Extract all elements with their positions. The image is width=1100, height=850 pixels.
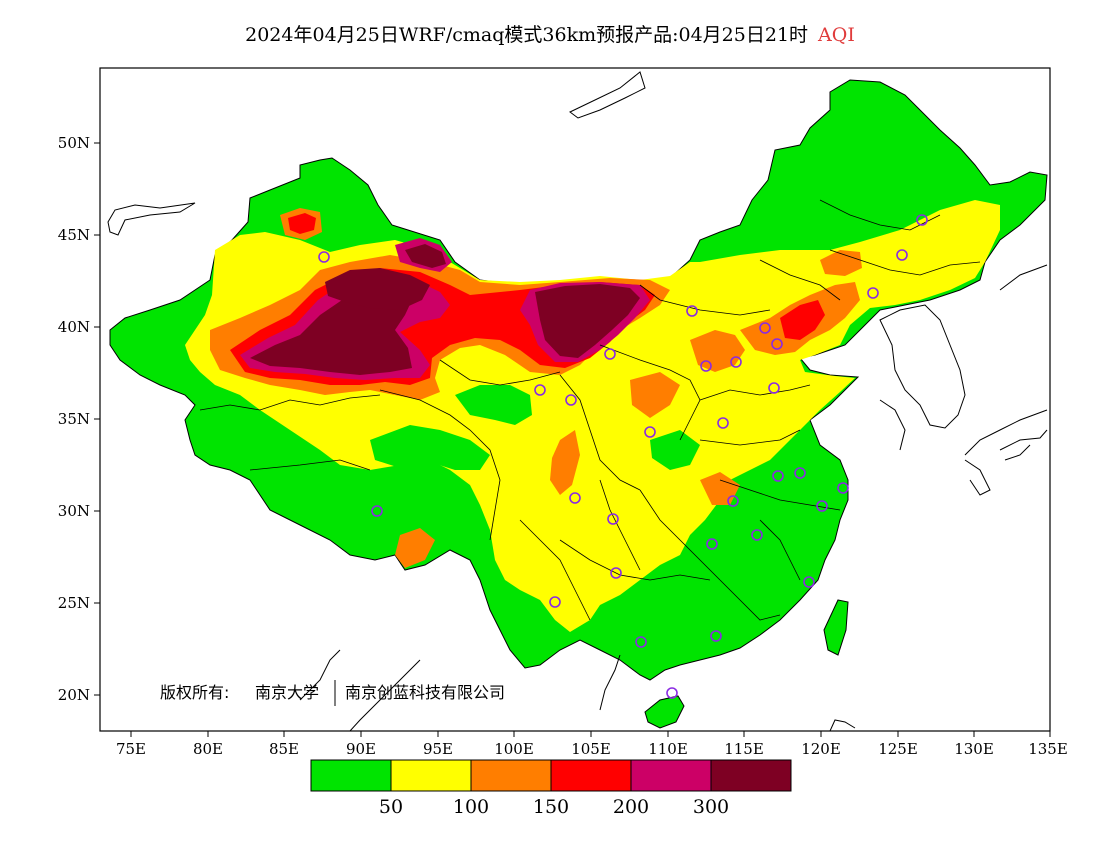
station-marker — [867, 287, 879, 299]
x-tick-label: 100E — [494, 740, 534, 758]
station-marker — [730, 356, 742, 368]
y-tick-label: 45N — [58, 226, 90, 244]
station-marker — [534, 384, 546, 396]
station-marker — [837, 482, 849, 494]
region-usg-sichuan — [550, 430, 580, 495]
station-marker — [727, 495, 739, 507]
region-usg-ne — [820, 250, 862, 276]
y-tick-label: 40N — [58, 318, 90, 336]
legend-break-label: 300 — [693, 796, 729, 818]
legend-break-label: 200 — [613, 796, 649, 818]
copyright-org1: 南京大学 — [255, 683, 319, 702]
legend-swatch — [711, 760, 791, 791]
station-marker — [794, 467, 806, 479]
legend-break-label: 150 — [533, 796, 569, 818]
y-tick-label: 25N — [58, 594, 90, 612]
map-layers: 版权所有: 南京大学 南京创蓝科技有限公司 — [107, 71, 1048, 731]
title-text: 2024年04月25日WRF/cmaq模式36km预报产品:04月25日21时 — [245, 24, 809, 46]
x-tick-label: 105E — [571, 740, 611, 758]
legend-swatch — [551, 760, 631, 791]
legend-swatch — [631, 760, 711, 791]
green-pocket-qinghai — [370, 425, 490, 470]
x-tick-label: 75E — [116, 740, 146, 758]
station-marker — [666, 687, 678, 699]
y-tick-label: 50N — [58, 134, 90, 152]
green-pocket-gansu — [455, 385, 532, 425]
station-marker — [768, 382, 780, 394]
station-marker — [803, 576, 815, 588]
plot-frame — [99, 67, 1051, 732]
station-marker — [772, 470, 784, 482]
region-unhealthy-altai — [288, 213, 316, 234]
hainan-island — [644, 695, 685, 729]
region-usg-shanxi — [630, 372, 680, 418]
legend-break-label: 50 — [379, 796, 403, 818]
copyright-org2: 南京创蓝科技有限公司 — [345, 683, 505, 702]
region-hazardous-junggar — [325, 268, 430, 310]
station-marker — [710, 630, 722, 642]
station-marker — [751, 529, 763, 541]
station-marker — [604, 348, 616, 360]
region-usg-tibet-se — [395, 528, 435, 568]
x-tick-label: 85E — [269, 740, 299, 758]
region-unhealthy-beijing — [780, 300, 825, 340]
station-marker — [565, 394, 577, 406]
station-marker — [896, 249, 908, 261]
x-axis — [130, 731, 1051, 737]
copyright-prefix: 版权所有: — [160, 683, 229, 702]
station-marker — [771, 338, 783, 350]
x-tick-label: 115E — [724, 740, 764, 758]
station-marker — [569, 492, 581, 504]
station-markers — [318, 214, 928, 699]
legend-swatch — [311, 760, 391, 791]
x-tick-label: 110E — [648, 740, 688, 758]
legend-swatch — [391, 760, 471, 791]
region-hazardous-north — [405, 244, 446, 268]
title-variable: AQI — [818, 24, 855, 46]
region-hazardous-alxa — [535, 284, 640, 358]
province-boundaries — [199, 199, 981, 621]
x-tick-label: 95E — [423, 740, 453, 758]
station-marker — [610, 567, 622, 579]
station-marker — [686, 305, 698, 317]
x-tick-label: 80E — [193, 740, 223, 758]
station-marker — [706, 538, 718, 550]
y-tick-label: 35N — [58, 410, 90, 428]
station-marker — [607, 513, 619, 525]
x-tick-label: 130E — [954, 740, 994, 758]
x-tick-label: 135E — [1028, 740, 1068, 758]
legend-swatch — [471, 760, 551, 791]
region-hazardous-taklamakan — [250, 288, 412, 375]
y-tick-label: 20N — [58, 686, 90, 704]
station-marker — [759, 322, 771, 334]
station-marker — [371, 505, 383, 517]
station-marker — [816, 500, 828, 512]
map-title: 2024年04月25日WRF/cmaq模式36km预报产品:04月25日21时 A… — [0, 20, 1100, 47]
y-axis — [94, 142, 100, 696]
x-tick-label: 125E — [878, 740, 918, 758]
station-marker — [700, 360, 712, 372]
station-marker — [635, 636, 647, 648]
x-tick-label: 90E — [346, 740, 376, 758]
station-marker — [916, 214, 928, 226]
taiwan-island — [823, 599, 849, 656]
station-marker — [318, 251, 330, 263]
y-tick-label: 30N — [58, 502, 90, 520]
x-tick-label: 120E — [801, 740, 841, 758]
neighbour-outlines — [107, 71, 1048, 731]
green-pocket-shaanxi — [650, 430, 700, 470]
legend-break-label: 100 — [453, 796, 489, 818]
station-marker — [549, 596, 561, 608]
color-legend: 50 100 150 200 300 — [310, 759, 792, 818]
station-marker — [644, 426, 656, 438]
station-marker — [717, 417, 729, 429]
